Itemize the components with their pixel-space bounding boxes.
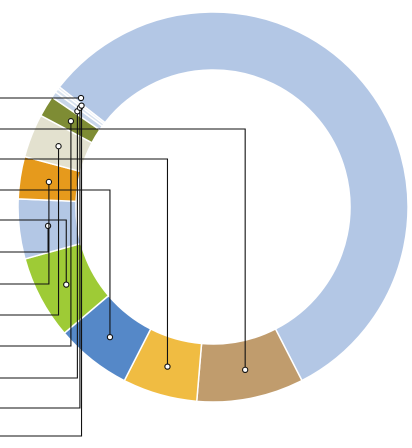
leader-dot-6 [44, 222, 52, 230]
leader-dot-4 [106, 333, 114, 341]
leader-line-10 [0, 111, 78, 379]
donut-slice-1 [58, 11, 409, 382]
leader-line-5 [0, 219, 67, 285]
donut-slices [17, 11, 409, 403]
leader-line-11 [0, 107, 81, 409]
leader-line-12 [0, 105, 83, 437]
leader-dot-3 [164, 363, 171, 370]
leader-dot-7 [45, 178, 53, 186]
leader-line-4 [0, 189, 111, 338]
leader-line-9 [0, 121, 72, 347]
leader-line-8 [0, 146, 60, 316]
leader-line-3 [0, 158, 169, 367]
leader-dot-5 [63, 281, 70, 288]
leader-line-6 [0, 225, 49, 253]
leader-dot-12 [78, 102, 85, 109]
leader-dot-8 [55, 143, 62, 150]
leader-lines [0, 94, 249, 437]
leader-dot-9 [67, 118, 75, 125]
leader-dot-1 [77, 94, 85, 102]
leader-line-7 [0, 181, 50, 285]
leader-dot-2 [242, 366, 249, 374]
